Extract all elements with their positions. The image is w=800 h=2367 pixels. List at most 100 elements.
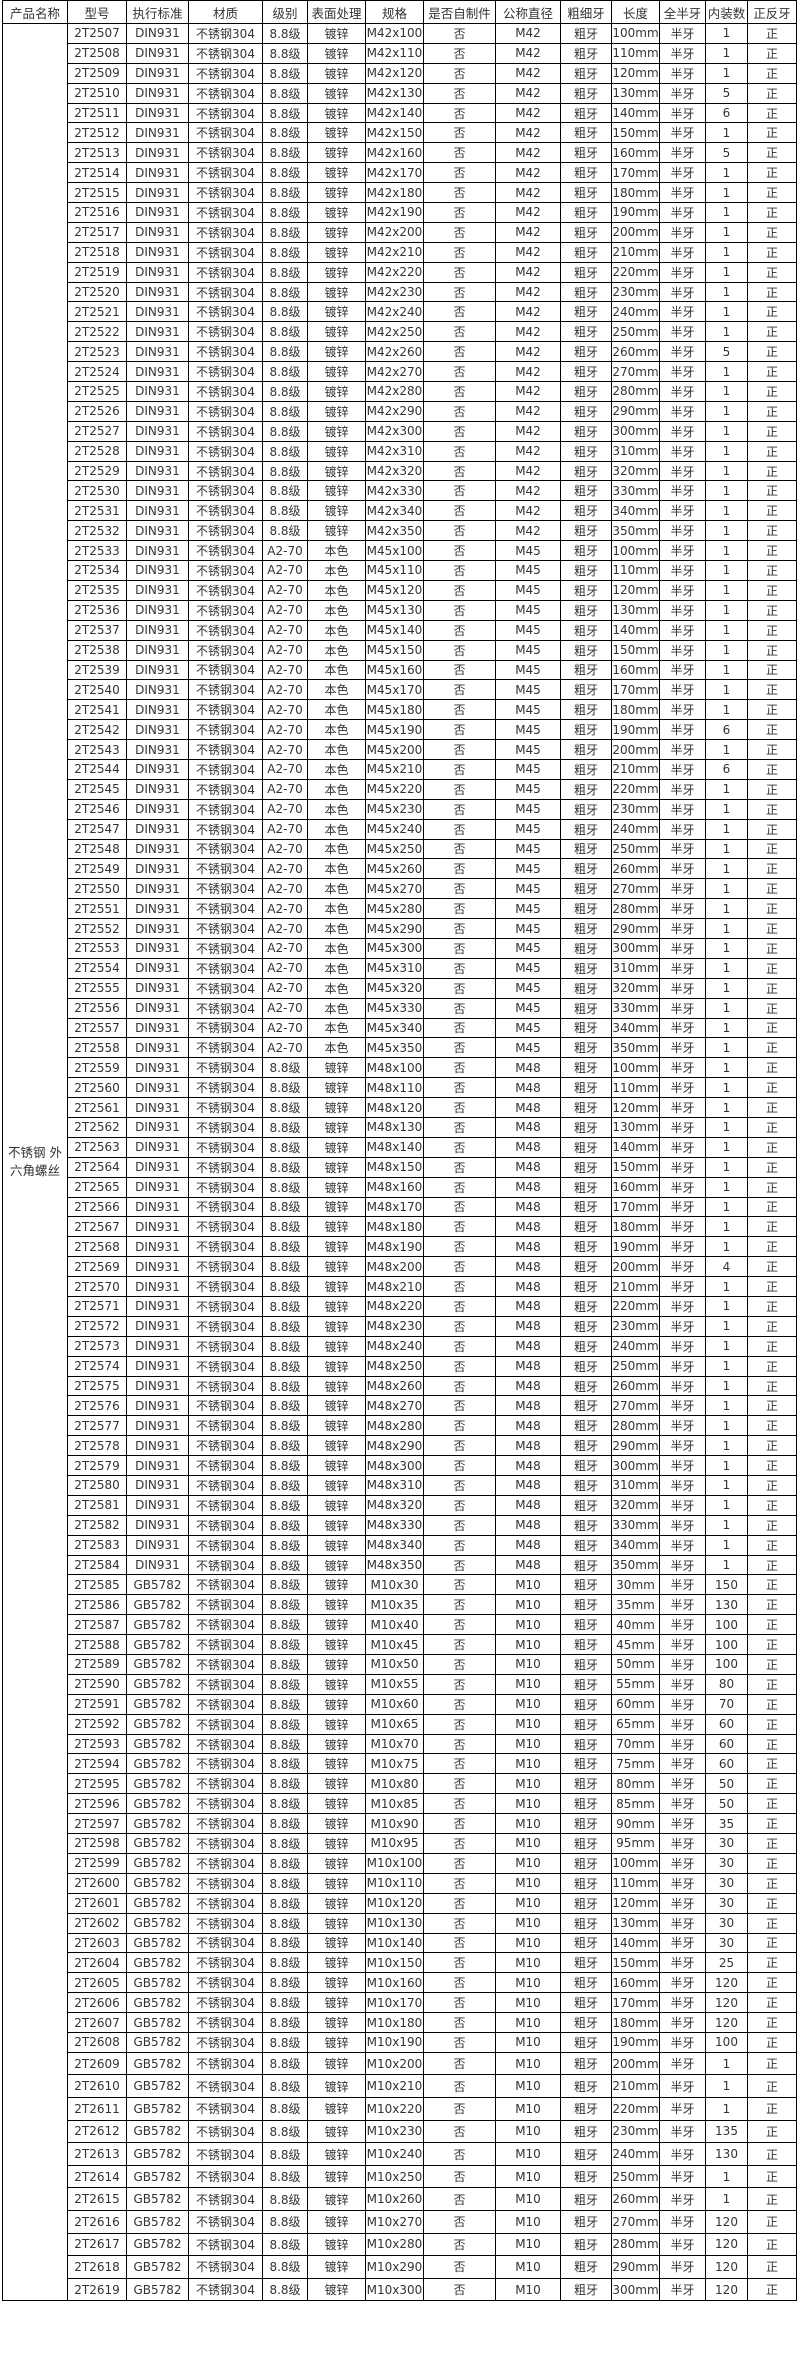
- cell-thread-type: 半牙: [659, 1813, 706, 1835]
- cell-material: 不锈钢304: [188, 639, 263, 661]
- cell-model: 2T2532: [67, 520, 127, 542]
- cell-standard: DIN931: [126, 281, 189, 303]
- cell-surface-treatment: 镀锌: [307, 2210, 366, 2234]
- cell-spec: M48x250: [365, 1355, 424, 1377]
- cell-thread-pitch: 粗牙: [560, 1335, 612, 1357]
- cell-thread-type: 半牙: [659, 261, 706, 283]
- cell-thread-pitch: 粗牙: [560, 1475, 612, 1496]
- cell-pack-quantity: 1: [705, 1196, 748, 1218]
- cell-spec: M42x130: [365, 82, 424, 104]
- cell-thread-pitch: 粗牙: [560, 1176, 612, 1198]
- cell-spec: M10x60: [365, 1693, 424, 1715]
- cell-model: 2T2556: [67, 997, 127, 1019]
- cell-surface-treatment: 镀锌: [307, 520, 366, 542]
- cell-thread-type: 半牙: [659, 400, 706, 422]
- cell-model: 2T2582: [67, 1514, 127, 1536]
- cell-nominal-diameter: M45: [495, 758, 561, 780]
- cell-thread-type: 半牙: [659, 62, 706, 84]
- cell-model: 2T2618: [67, 2255, 127, 2279]
- table-row: 2T2561 DIN931 不锈钢304 8.8级 镀锌 M48x120 否 M48 粗牙 120…: [3, 1097, 797, 1118]
- column-header-self-made: 是否自制件: [423, 0, 496, 24]
- cell-thread-pitch: 粗牙: [560, 1713, 612, 1735]
- cell-model: 2T2612: [67, 2119, 127, 2144]
- cell-material: 不锈钢304: [188, 2277, 263, 2302]
- cell-thread-direction: 正: [747, 1116, 797, 1138]
- cell-thread-pitch: 粗牙: [560, 1852, 612, 1874]
- cell-pack-quantity: 1: [705, 898, 748, 920]
- cell-length: 140mm: [611, 1136, 660, 1158]
- cell-thread-type: 半牙: [659, 1256, 706, 1278]
- cell-thread-type: 半牙: [659, 1375, 706, 1397]
- cell-length: 120mm: [611, 579, 660, 601]
- cell-model: 2T2552: [67, 918, 127, 939]
- table-row: 2T2540 DIN931 不锈钢304 A2-70 本色 M45x170 否 M45 粗牙 17…: [3, 679, 797, 701]
- cell-thread-pitch: 粗牙: [560, 361, 612, 383]
- cell-model: 2T2548: [67, 838, 127, 860]
- table-row: 2T2546 DIN931 不锈钢304 A2-70 本色 M45x230 否 M45 粗牙 23…: [3, 798, 797, 820]
- cell-surface-treatment: 本色: [307, 977, 366, 999]
- cell-thread-pitch: 粗牙: [560, 1733, 612, 1755]
- cell-surface-treatment: 本色: [307, 778, 366, 800]
- cell-length: 260mm: [611, 1375, 660, 1397]
- cell-nominal-diameter: M42: [495, 102, 561, 124]
- cell-self-made: 否: [423, 798, 496, 820]
- cell-grade: 8.8级: [262, 420, 308, 442]
- cell-nominal-diameter: M10: [495, 2012, 561, 2033]
- cell-surface-treatment: 镀锌: [307, 2232, 366, 2257]
- cell-standard: DIN931: [126, 460, 189, 482]
- cell-spec: M45x220: [365, 778, 424, 800]
- cell-nominal-diameter: M45: [495, 679, 561, 701]
- cell-pack-quantity: 1: [705, 1156, 748, 1178]
- cell-thread-type: 半牙: [659, 1077, 706, 1099]
- cell-self-made: 否: [423, 122, 496, 144]
- cell-nominal-diameter: M10: [495, 1833, 561, 1854]
- cell-nominal-diameter: M10: [495, 1693, 561, 1715]
- cell-pack-quantity: 1: [705, 798, 748, 820]
- cell-pack-quantity: 1: [705, 1236, 748, 1258]
- cell-thread-direction: 正: [747, 2119, 797, 2144]
- cell-thread-direction: 正: [747, 1574, 797, 1596]
- cell-length: 330mm: [611, 480, 660, 502]
- cell-standard: DIN931: [126, 400, 189, 422]
- cell-material: 不锈钢304: [188, 540, 263, 562]
- cell-thread-direction: 正: [747, 1236, 797, 1258]
- cell-spec: M10x140: [365, 1932, 424, 1954]
- cell-length: 310mm: [611, 957, 660, 979]
- table-row: 2T2543 DIN931 不锈钢304 A2-70 本色 M45x200 否 M45 粗牙 20…: [3, 739, 797, 760]
- column-header-length: 长度: [611, 0, 660, 24]
- cell-thread-pitch: 粗牙: [560, 1693, 612, 1715]
- cell-self-made: 否: [423, 1972, 496, 1994]
- cell-grade: A2-70: [262, 858, 308, 880]
- cell-length: 130mm: [611, 1912, 660, 1934]
- cell-standard: GB5782: [126, 1673, 189, 1695]
- cell-self-made: 否: [423, 162, 496, 184]
- cell-length: 280mm: [611, 381, 660, 402]
- cell-spec: M48x260: [365, 1375, 424, 1397]
- cell-thread-type: 半牙: [659, 142, 706, 164]
- cell-model: 2T2589: [67, 1654, 127, 1675]
- cell-thread-type: 半牙: [659, 281, 706, 303]
- cell-thread-direction: 正: [747, 281, 797, 303]
- cell-thread-direction: 正: [747, 898, 797, 920]
- table-row: 2T2617 GB5782 不锈钢304 8.8级 镀锌 M10x280 否 M10 粗牙 280…: [3, 2232, 797, 2257]
- cell-thread-pitch: 粗牙: [560, 739, 612, 760]
- cell-self-made: 否: [423, 937, 496, 959]
- cell-thread-pitch: 粗牙: [560, 2119, 612, 2144]
- cell-thread-direction: 正: [747, 540, 797, 562]
- cell-grade: 8.8级: [262, 142, 308, 164]
- cell-nominal-diameter: M10: [495, 1992, 561, 2014]
- cell-nominal-diameter: M42: [495, 301, 561, 323]
- cell-standard: DIN931: [126, 599, 189, 621]
- cell-thread-direction: 正: [747, 1077, 797, 1099]
- cell-grade: A2-70: [262, 918, 308, 939]
- cell-standard: DIN931: [126, 1116, 189, 1138]
- cell-standard: DIN931: [126, 1455, 189, 1477]
- cell-grade: 8.8级: [262, 1116, 308, 1138]
- cell-model: 2T2607: [67, 2012, 127, 2033]
- cell-spec: M48x140: [365, 1136, 424, 1158]
- cell-model: 2T2521: [67, 301, 127, 323]
- cell-material: 不锈钢304: [188, 1852, 263, 1874]
- cell-length: 85mm: [611, 1793, 660, 1815]
- cell-model: 2T2597: [67, 1813, 127, 1835]
- cell-thread-direction: 正: [747, 520, 797, 542]
